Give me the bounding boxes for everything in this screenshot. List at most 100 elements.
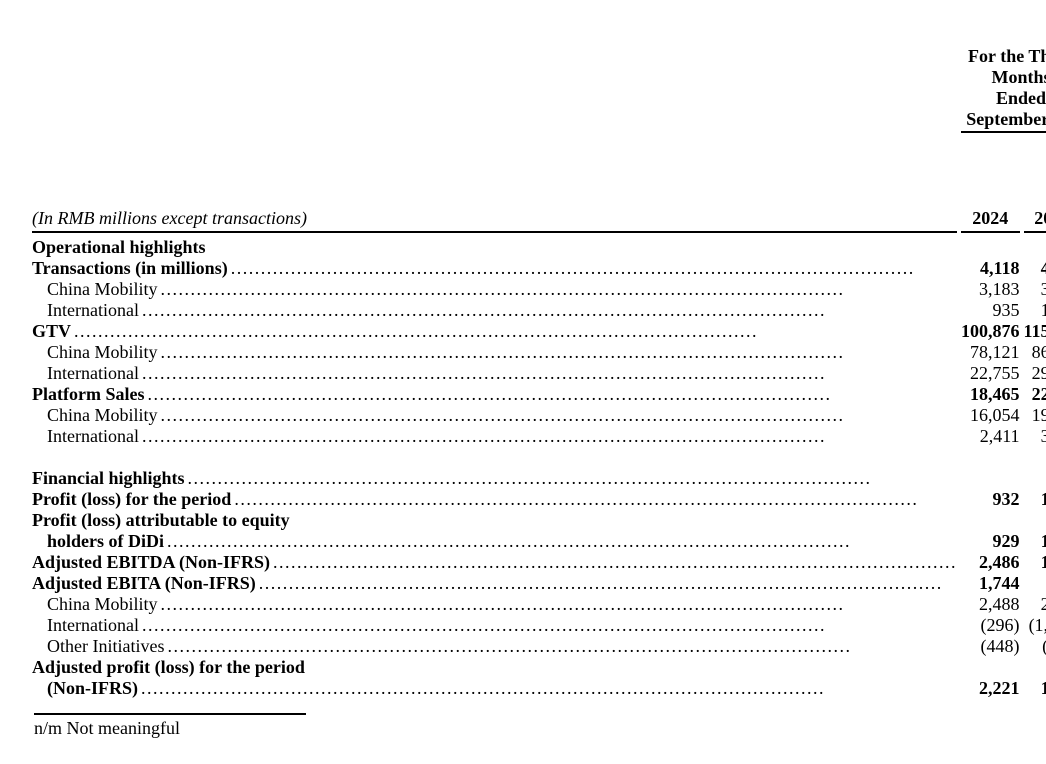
dotted-leader <box>164 636 957 657</box>
row-label: China Mobility <box>32 405 957 426</box>
row-label: Financial highlights <box>32 468 957 489</box>
row-label-text: Operational highlights <box>32 237 206 257</box>
value-cell: 16,054 <box>970 405 1020 425</box>
dotted-leader <box>139 615 957 636</box>
row-label: Operational highlights <box>32 233 957 258</box>
value-cell: 1,459 <box>1040 531 1046 551</box>
value-cell: 2,411 <box>979 426 1020 446</box>
row-label-text: Adjusted EBITA (Non-IFRS) <box>32 573 256 593</box>
row-label-text: (Non-IFRS) <box>47 678 139 698</box>
row-label-text: Adjusted profit (loss) for the period <box>32 657 305 677</box>
dotted-leader <box>138 678 957 699</box>
value-cell: 19,821 <box>1031 405 1046 425</box>
value-cell: 86,020 <box>1031 342 1046 362</box>
value-cell: 18,465 <box>970 384 1020 404</box>
row-label-text: Financial highlights <box>32 468 185 488</box>
value-cell: 78,121 <box>970 342 1020 362</box>
table-row: International9351,16224.3%2,5973,24024.8… <box>32 300 1046 321</box>
footnote-text: n/m Not meaningful <box>34 718 180 738</box>
row-label: Adjusted profit (loss) for the period <box>32 657 957 678</box>
table-row: Adjusted EBITA (Non-IFRS)1,744861n/m4,00… <box>32 573 1046 594</box>
value-cell: 4,685 <box>1040 258 1046 278</box>
value-cell <box>1024 233 1046 258</box>
table-row: International22,75529,79931.0%29.3%66,38… <box>32 363 1046 384</box>
value-cell: 929 <box>992 531 1020 551</box>
table-body: Operational highlights Transactions (in m… <box>32 233 1046 699</box>
row-label: China Mobility <box>32 342 957 363</box>
value-cell: 2,488 <box>979 594 1020 614</box>
row-label: International <box>32 615 957 636</box>
dotted-leader <box>256 573 957 594</box>
table-row: Financial highlights <box>32 468 1046 489</box>
value-cell <box>1024 468 1046 489</box>
row-label: holders of DiDi <box>32 531 957 552</box>
dotted-leader <box>158 405 958 426</box>
footnote: n/m Not meaningful <box>34 713 1046 739</box>
spacer-cell <box>32 447 1046 468</box>
table-row: International(296)(1,683)n/m(1,140)(2,60… <box>32 615 1046 636</box>
table-row: holders of DiDi9291,459n/m2,5991,330n/m <box>32 531 1046 552</box>
row-label-text: holders of DiDi <box>47 531 164 551</box>
row-label-text: Platform Sales <box>32 384 145 404</box>
value-cell: 100,876 <box>961 321 1020 341</box>
value-cell: 22,755 <box>970 363 1020 383</box>
value-cell: 1,463 <box>1040 489 1046 509</box>
dotted-leader <box>270 552 957 573</box>
row-label-text: China Mobility <box>47 405 158 425</box>
row-label: Adjusted EBITA (Non-IFRS) <box>32 573 957 594</box>
footnote-rule <box>34 713 306 715</box>
table-row: Operational highlights <box>32 233 1046 258</box>
dotted-leader <box>158 279 958 300</box>
value-cell: (448) <box>980 636 1020 656</box>
table-row: GTV100,876115,81914.8%14.4%289,446326,99… <box>32 321 1046 342</box>
row-label: GTV <box>32 321 957 342</box>
table-row: China Mobility16,05419,82123.5%43,38053,… <box>32 405 1046 426</box>
table-row: Profit (loss) for the period9321,463n/m2… <box>32 489 1046 510</box>
table-row: Adjusted EBITDA (Non-IFRS)2,4861,591n/m6… <box>32 552 1046 573</box>
document-page: For the Three Months Ended September 30,… <box>0 0 1046 739</box>
value-cell: 29,799 <box>1031 363 1046 383</box>
value-cell: (296) <box>980 615 1020 635</box>
row-label: Profit (loss) attributable to equity <box>32 510 957 531</box>
value-cell: 2,983 <box>1040 594 1046 614</box>
value-cell: 2,221 <box>979 678 1020 698</box>
row-label-text: Adjusted EBITDA (Non-IFRS) <box>32 552 271 572</box>
dotted-leader <box>139 426 957 447</box>
value-cell: 935 <box>992 300 1020 320</box>
table-row: Adjusted profit (loss) for the period <box>32 657 1046 678</box>
value-cell <box>961 657 1020 678</box>
dotted-leader <box>71 321 957 342</box>
value-cell: 3,026 <box>1040 426 1046 446</box>
dotted-leader <box>139 300 957 321</box>
row-label: Other Initiatives <box>32 636 957 657</box>
value-cell <box>1024 657 1046 678</box>
table-row: China Mobility78,12186,02010.1%223,06524… <box>32 342 1046 363</box>
column-header-row: (In RMB millions except transactions) 20… <box>32 133 1046 233</box>
row-label: China Mobility <box>32 279 957 300</box>
row-label: Adjusted EBITDA (Non-IFRS) <box>32 552 957 573</box>
row-label-text: Transactions (in millions) <box>32 258 228 278</box>
table-row: Profit (loss) attributable to equity <box>32 510 1046 531</box>
table-row: Other Initiatives(448)(439)n/m(1,857)(1,… <box>32 636 1046 657</box>
column-header-2025-3m: 2025 <box>1023 133 1046 233</box>
dotted-leader <box>231 489 957 510</box>
value-cell <box>961 468 1020 489</box>
period-header-three-months: For the Three Months Ended September 30, <box>961 46 1046 133</box>
row-label-text: International <box>47 426 139 446</box>
row-label-text: International <box>47 615 139 635</box>
row-label-text: Profit (loss) attributable to equity <box>32 510 290 530</box>
dotted-leader <box>185 468 958 489</box>
value-cell: 22,847 <box>1031 384 1046 404</box>
value-cell: (1,683) <box>1028 615 1046 635</box>
value-cell <box>961 233 1020 258</box>
table-row: China Mobility3,1833,52310.7%9,14210,157… <box>32 279 1046 300</box>
row-label-text: International <box>47 363 139 383</box>
row-label: International <box>32 363 957 384</box>
dotted-leader <box>158 594 958 615</box>
value-cell: 115,819 <box>1023 321 1046 341</box>
dotted-leader <box>144 384 957 405</box>
dotted-leader <box>139 363 957 384</box>
row-label: Transactions (in millions) <box>32 258 957 279</box>
